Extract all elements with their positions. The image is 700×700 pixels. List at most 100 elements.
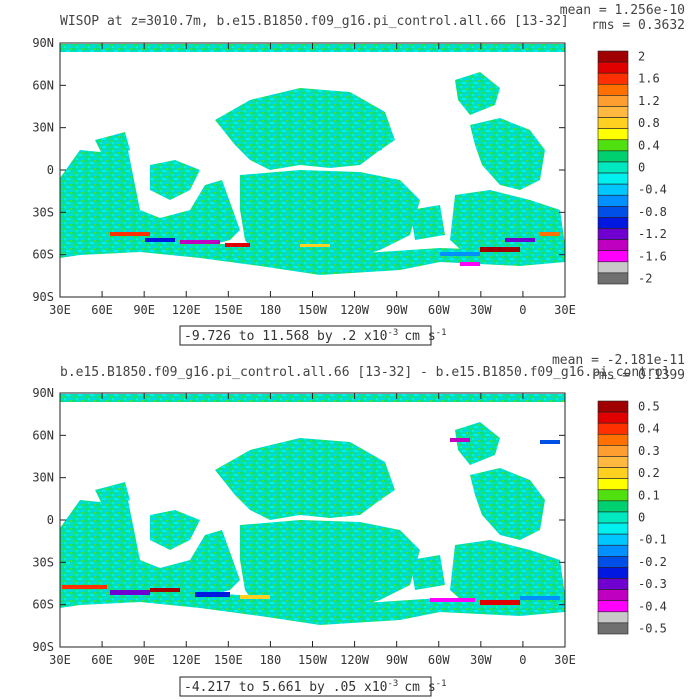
colorbar-swatch [597,250,629,263]
pacific-south [240,170,420,268]
colorbar-swatch [597,578,629,590]
colorbar-label: -0.2 [638,555,667,569]
colorbar-swatch [597,500,629,513]
colorbar-swatch [597,95,629,107]
y-tick-label: 90S [32,640,54,654]
panel-1-title: WISOP at z=3010.7m, b.e15.B1850.f09_g16.… [60,14,569,29]
panel-2: b.e15.B1850.f09_g16.pi_control.all.66 [1… [32,353,685,697]
x-tick-label: 30E [49,653,71,667]
x-tick-label: 0 [519,303,526,317]
x-tick-label: 30E [49,303,71,317]
x-tick-label: 30E [554,653,576,667]
colorbar-swatch [597,411,629,424]
y-tick-label: 30N [32,471,54,485]
panel-2-range-exp: -3 [388,679,399,689]
colorbar-swatch [597,139,629,152]
colorbar-swatch [597,511,629,524]
x-tick-label: 150W [298,303,328,317]
y-tick-label: 0 [47,513,54,527]
panel-2-title: b.e15.B1850.f09_g16.pi_control.all.66 [1… [60,365,670,380]
atlantic-north-2 [455,422,500,465]
colorbar-swatch [597,261,629,274]
colorbar-swatch [597,522,629,535]
colorbar-swatch [597,445,629,457]
colorbar-swatch [597,117,629,129]
colorbar-swatch [597,467,629,479]
panel-1-range-unit-exp: -1 [436,328,447,338]
colorbar-swatch [597,611,629,624]
x-tick-label: 60E [91,303,113,317]
x-tick-label: 150E [214,303,243,317]
panel-1-range-exp: -3 [388,328,399,338]
colorbar-swatch [597,106,629,118]
x-tick-label: 90E [133,653,155,667]
x-tick-label: 120W [340,303,370,317]
north-west-patch-2 [95,482,130,510]
svg-text:-4.217 to 5.661 by .05 x10-3cm: -4.217 to 5.661 by .05 x10-3 cm s-1 [184,679,447,695]
colorbar-label: -1.6 [638,249,667,263]
y-tick-label: 60N [32,428,54,442]
colorbar-swatch [597,228,629,240]
panel-1: WISOP at z=3010.7m, b.e15.B1850.f09_g16.… [32,3,685,346]
atlantic-mid [470,118,545,190]
colorbar-label: -2 [638,271,652,285]
colorbar-swatch [597,61,629,74]
panel-2-range-unit-exp: -1 [436,679,447,689]
colorbar-label: 0 [638,161,645,175]
y-tick-label: 90N [32,386,54,400]
x-tick-label: 120E [172,303,201,317]
x-tick-label: 30W [470,653,492,667]
colorbar-swatch [597,433,629,446]
colorbar-label: 0 [638,511,645,525]
atlantic-north [455,72,500,115]
panel-1-colorbar: 2 1.6 1.2 0.8 0.4 0 -0.4 -0.8 -1.2 -1.6 -2 [597,50,667,285]
colorbar-label: -0.4 [638,183,667,197]
central-patch-2 [335,462,382,508]
colorbar-swatch [597,194,629,207]
colorbar-swatch [597,489,629,502]
y-tick-label: 60S [32,248,54,262]
colorbar-label: 2 [638,50,645,64]
indian-west-ocean-2 [60,490,240,598]
colorbar-swatch [597,72,629,85]
x-tick-label: 180 [260,303,282,317]
atlantic-mid-2 [470,468,545,540]
panel-2-range-box: -4.217 to 5.661 by .05 x10-3 cm s-1 [179,676,447,697]
colorbar-swatch [597,150,629,163]
x-tick-label: 120E [172,653,201,667]
panel-2-y-axis: 90N 60N 30N 0 30S 60S 90S [32,386,565,654]
panel-2-colorbar: 0.5 0.4 0.3 0.2 0.1 0 -0.1 -0.2 -0.3 -0.4 -0.5 [597,400,667,635]
colorbar-label: 1.2 [638,94,660,108]
x-tick-label: 90W [386,653,408,667]
colorbar-label: 0.5 [638,400,660,414]
colorbar-swatch [597,478,629,491]
colorbar-swatch [597,206,629,218]
x-tick-label: 60W [428,303,450,317]
panel-1-range-unit: cm s [404,329,435,344]
colorbar-label: 0.4 [638,138,660,152]
colorbar-label: -0.4 [638,599,667,613]
x-tick-label: 30W [470,303,492,317]
colorbar-swatch [597,544,629,557]
colorbar-label: -1.2 [638,227,667,241]
colorbar-label: 1.6 [638,72,660,86]
y-tick-label: 30S [32,205,54,219]
colorbar-label: -0.3 [638,577,667,591]
panel-1-rms: rms = 0.3632 [591,18,685,33]
east-atlantic-patch-2 [410,555,445,590]
colorbar-swatch [597,589,629,602]
indian-west-ocean [60,140,240,248]
colorbar-swatch [597,600,629,613]
western-pacific-ocean [150,160,200,200]
colorbar-label: 0.4 [638,422,660,436]
central-patch [335,112,382,158]
y-tick-label: 30S [32,555,54,569]
panel-2-ocean-field [60,394,565,625]
colorbar-label: 0.1 [638,488,660,502]
panel-2-mean: mean = -2.181e-11 [552,353,685,368]
panel-2-rms: rms = 0.1399 [591,368,685,383]
colorbar-swatch [597,622,629,635]
x-tick-label: 0 [519,653,526,667]
colorbar-swatch [597,272,629,285]
panel-2-range-unit: cm s [404,680,435,695]
